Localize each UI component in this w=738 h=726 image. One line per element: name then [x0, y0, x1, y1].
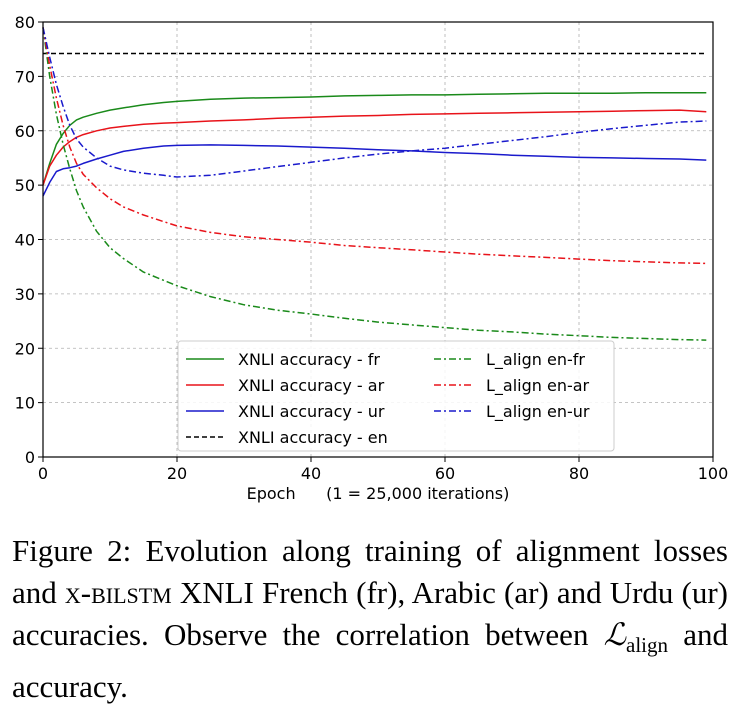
caption-prefix: Figure 2: Evolution along training of al…: [12, 533, 728, 610]
y-tick-label: 20: [15, 339, 35, 358]
legend-label-xnli-accuracy-en: XNLI accuracy - en: [238, 428, 388, 447]
legend-label-xnli-accuracy-fr: XNLI accuracy - fr: [238, 350, 380, 369]
series-line-xnli-accuracy-fr: [42, 91, 707, 186]
legend-label-l-align-en-ur: L_align en-ur: [486, 402, 590, 422]
ticks: 0 20 40 60 80 100 0 10 20 30 40 50 60 70 80: [15, 13, 729, 483]
caption-model-name: x-bilstm: [64, 575, 172, 610]
series-line-l-align-en-fr: [42, 27, 707, 341]
series-line-xnli-accuracy-ur: [42, 144, 707, 197]
plot-frame: [42, 21, 714, 458]
caption-middle: XNLI French (fr), Arabic (ar) and Urdu (…: [12, 575, 728, 652]
series-line-xnli-accuracy-ar: [42, 109, 707, 186]
legend-label-l-align-en-ar: L_align en-ar: [486, 376, 590, 396]
legend-label-l-align-en-fr: L_align en-fr: [486, 350, 585, 370]
x-tick-label: 100: [698, 464, 729, 483]
x-tick-label: 80: [569, 464, 589, 483]
x-tick-label: 40: [301, 464, 321, 483]
legend-label-xnli-accuracy-ur: XNLI accuracy - ur: [238, 402, 385, 421]
x-tick-label: 60: [435, 464, 455, 483]
y-tick-label: 50: [15, 176, 35, 195]
x-tick-label: 20: [167, 464, 187, 483]
caption-suffix: and accuracy.: [12, 617, 728, 704]
legend-box: [177, 340, 615, 452]
y-tick-label: 70: [15, 67, 35, 86]
y-tick-label: 0: [25, 448, 35, 467]
y-tick-label: 30: [15, 285, 35, 304]
legend: XNLI accuracy - fr XNLI accuracy - ar XNLI…: [177, 340, 615, 452]
legend-label-xnli-accuracy-ar: XNLI accuracy - ar: [238, 376, 385, 395]
caption-loss-subscript: align: [626, 633, 668, 657]
y-tick-label: 60: [15, 122, 35, 141]
caption-loss-symbol: ℒ: [603, 617, 626, 652]
y-tick-label: 80: [15, 13, 35, 32]
y-tick-label: 40: [15, 231, 35, 250]
x-tick-label: 0: [38, 464, 48, 483]
series-lines: [42, 27, 707, 341]
y-tick-label: 10: [15, 394, 35, 413]
series-line-l-align-en-ur: [42, 27, 707, 178]
figure-caption: Figure 2: Evolution along training of al…: [12, 530, 728, 708]
series-line-l-align-en-ar: [42, 27, 707, 265]
line-chart: 0 20 40 60 80 100 0 10 20 30 40 50 60 70 80 XNLI accur…: [15, 13, 729, 503]
x-axis-label: Epoch (1 = 25,000 iterations): [247, 484, 510, 503]
